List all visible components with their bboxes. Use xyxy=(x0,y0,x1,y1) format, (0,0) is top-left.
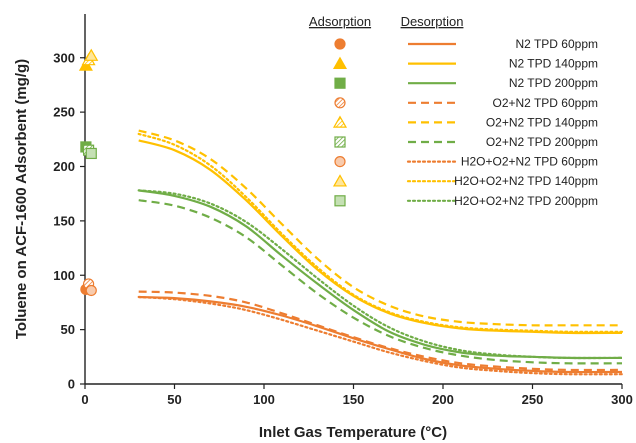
series-line xyxy=(138,290,623,372)
legend-marker xyxy=(332,115,348,128)
legend-rows: N2 TPD 60ppm N2 TPD 140ppm N2 TPD 200ppm O2… xyxy=(332,37,599,208)
y-tick-label: 100 xyxy=(53,268,75,283)
x-axis-title: Inlet Gas Temperature (°C) xyxy=(259,424,447,441)
legend-marker xyxy=(334,156,346,168)
legend-label: H2O+O2+N2 TPD 140ppm xyxy=(454,174,598,188)
series-line xyxy=(138,139,623,335)
legend-label: O2+N2 TPD 200ppm xyxy=(486,135,598,149)
y-tick-label: 250 xyxy=(53,105,75,120)
x-tick-label: 50 xyxy=(167,392,181,407)
legend-label: H2O+O2+N2 TPD 60ppm xyxy=(461,155,598,169)
adsorption-markers xyxy=(78,48,99,297)
x-tick-label: 200 xyxy=(432,392,454,407)
series-line xyxy=(138,129,622,327)
legend-header-desorption: Desorption xyxy=(401,14,464,29)
y-tick-label: 0 xyxy=(68,377,75,392)
legend-marker xyxy=(334,38,346,50)
y-axis-title: Toluene on ACF-1600 Adsorbent (mg/g) xyxy=(13,59,30,339)
legend-marker xyxy=(334,97,346,109)
legend-label: N2 TPD 200ppm xyxy=(509,76,598,90)
ticks: 0 50 100 150 200 250 300 0 50 100 150 200 250 300 xyxy=(53,50,633,407)
legend-header-adsorption: Adsorption xyxy=(309,14,371,29)
y-tick-label: 200 xyxy=(53,159,75,174)
adsorption-point xyxy=(85,284,97,297)
series-lines xyxy=(137,129,624,376)
series-line xyxy=(138,199,623,365)
y-tick-label: 150 xyxy=(53,213,75,228)
y-tick-label: 300 xyxy=(53,50,75,65)
legend-label: H2O+O2+N2 TPD 200ppm xyxy=(454,194,598,208)
adsorption-point xyxy=(84,48,99,61)
legend-label: O2+N2 TPD 140ppm xyxy=(486,115,598,129)
x-tick-label: 250 xyxy=(522,392,544,407)
legend-label: N2 TPD 140ppm xyxy=(509,57,598,71)
legend-marker xyxy=(334,136,346,148)
adsorption-point xyxy=(85,147,97,160)
x-tick-label: 100 xyxy=(253,392,275,407)
legend-marker xyxy=(332,56,348,69)
y-tick-label: 50 xyxy=(61,322,75,337)
series-line xyxy=(137,132,624,333)
series-line xyxy=(137,295,624,376)
x-tick-label: 300 xyxy=(611,392,633,407)
series-line xyxy=(137,189,624,360)
x-tick-label: 0 xyxy=(81,392,88,407)
legend-marker xyxy=(334,195,346,207)
legend-label: N2 TPD 60ppm xyxy=(516,37,598,51)
legend-label: O2+N2 TPD 60ppm xyxy=(493,96,599,110)
x-tick-label: 150 xyxy=(343,392,365,407)
legend-marker xyxy=(332,174,348,187)
legend-marker xyxy=(334,77,346,89)
